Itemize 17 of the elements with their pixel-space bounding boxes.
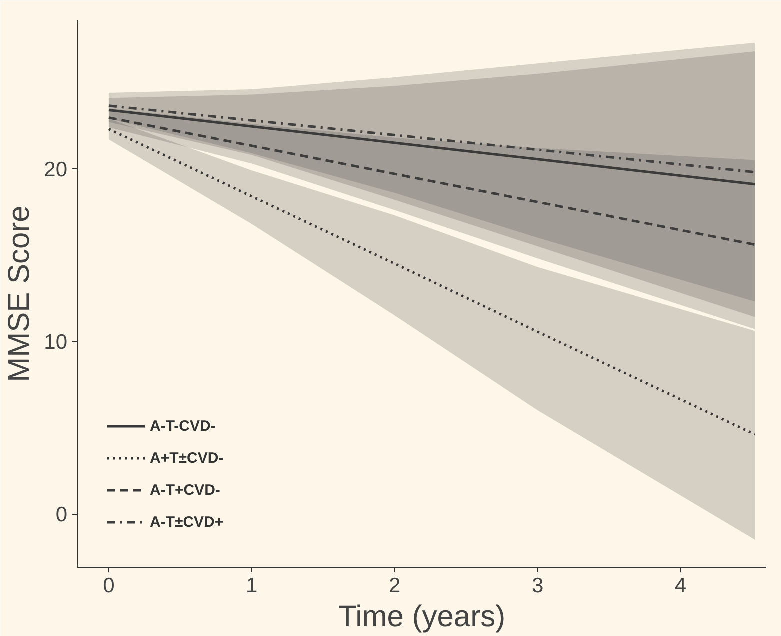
legend-label: A+T±CVD- [150, 450, 224, 466]
legend-label: A-T±CVD+ [150, 514, 224, 530]
x-tick-label: 1 [246, 574, 258, 598]
line-series [108, 108, 756, 186]
line-series [108, 128, 756, 436]
y-tick-label: 20 [44, 158, 68, 182]
x-tick-label: 4 [674, 574, 687, 598]
y-tick-label: 0 [56, 504, 68, 527]
legend-label: A-T+CVD- [150, 482, 220, 498]
line-series [108, 116, 756, 246]
x-axis-title: Time (years) [338, 600, 506, 634]
x-tick-label: 0 [103, 574, 115, 598]
legend-label: A-T-CVD- [150, 418, 216, 434]
x-tick-label: 2 [389, 574, 401, 598]
x-tick-label: 3 [532, 574, 544, 598]
y-axis-title: MMSE Score [3, 206, 36, 382]
y-tick-label: 10 [44, 330, 68, 354]
